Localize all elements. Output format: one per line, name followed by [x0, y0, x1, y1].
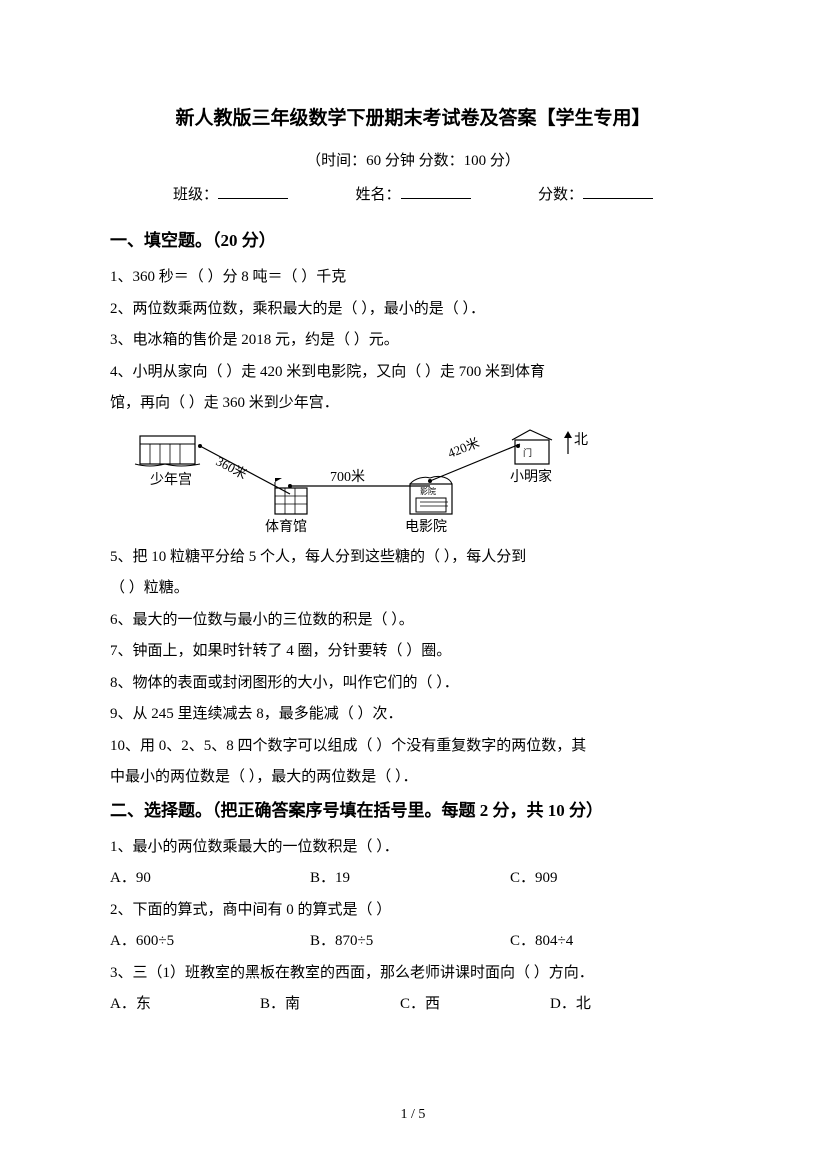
shaoniangong-label: 少年宫: [150, 472, 192, 488]
section1-header: 一、填空题。（20 分）: [110, 224, 716, 258]
score-label: 分数：: [538, 187, 583, 203]
s2-q2-a: A．600÷5: [110, 926, 310, 958]
student-form-line: 班级： 姓名： 分数：: [110, 180, 716, 210]
s2-q3-c: C．西: [400, 989, 550, 1021]
tiyuguan-label: 体育馆: [265, 519, 307, 535]
class-blank[interactable]: [218, 184, 288, 199]
s1-q5a: 5、把 10 粒糖平分给 5 个人，每人分到这些糖的（ ），每人分到: [110, 542, 716, 574]
s2-q3-options: A．东 B．南 C．西 D．北: [110, 989, 716, 1021]
s1-q2: 2、两位数乘两位数，乘积最大的是（ ），最小的是（ ）．: [110, 294, 716, 326]
s2-q2-options: A．600÷5 B．870÷5 C．804÷4: [110, 926, 716, 958]
s1-q4b: 馆，再向（ ）走 360 米到少年宫．: [110, 388, 716, 420]
s1-q10a: 10、用 0、2、5、8 四个数字可以组成（ ）个没有重复数字的两位数，其: [110, 731, 716, 763]
s2-q1-a: A．90: [110, 863, 310, 895]
s1-q4a: 4、小明从家向（ ）走 420 米到电影院，又向（ ）走 700 米到体育: [110, 357, 716, 389]
svg-text:门: 门: [523, 447, 532, 458]
d420-label: 420米: [446, 434, 482, 460]
s2-q3: 3、三（1）班教室的黑板在教室的西面，那么老师讲课时面向（ ）方向．: [110, 958, 716, 990]
score-blank[interactable]: [583, 184, 653, 199]
s1-q8: 8、物体的表面或封闭图形的大小，叫作它们的（ ）．: [110, 668, 716, 700]
s1-q10b: 中最小的两位数是（ ），最大的两位数是（ ）．: [110, 762, 716, 794]
d360-label: 360米: [214, 453, 250, 482]
d700-label: 700米: [330, 469, 365, 485]
s2-q3-a: A．东: [110, 989, 260, 1021]
name-label: 姓名：: [355, 187, 400, 203]
section2-header: 二、选择题。（把正确答案序号填在括号里。每题 2 分，共 10 分）: [110, 794, 716, 828]
s1-q1: 1、360 秒＝（ ）分 8 吨＝（ ）千克: [110, 262, 716, 294]
shaoniangong-icon: [135, 436, 200, 466]
s1-q3: 3、电冰箱的售价是 2018 元，约是（ ）元。: [110, 325, 716, 357]
s2-q3-b: B．南: [260, 989, 400, 1021]
class-label: 班级：: [173, 187, 218, 203]
name-blank[interactable]: [401, 184, 471, 199]
svg-text:影院: 影院: [420, 486, 436, 496]
dianyingyuan-label: 电影院: [405, 519, 447, 535]
tiyuguan-icon: [275, 478, 307, 514]
map-diagram: 少年宫 360米 体育馆 700米 影院 电影院: [130, 426, 590, 536]
xiaominjia-label: 小明家: [510, 468, 552, 485]
page-footer: 1 / 5: [0, 1101, 826, 1129]
exam-subtitle: （时间：60 分钟 分数：100 分）: [110, 146, 716, 176]
s2-q2: 2、下面的算式，商中间有 0 的算式是（ ）: [110, 895, 716, 927]
s2-q1-c: C．909: [510, 863, 558, 895]
page-title: 新人教版三年级数学下册期末考试卷及答案【学生专用】: [110, 100, 716, 138]
s2-q1: 1、最小的两位数乘最大的一位数积是（ ）．: [110, 832, 716, 864]
s2-q1-options: A．90 B．19 C．909: [110, 863, 716, 895]
s1-q6: 6、最大的一位数与最小的三位数的积是（ ）。: [110, 605, 716, 637]
s1-q7: 7、钟面上，如果时针转了 4 圈，分针要转（ ）圈。: [110, 636, 716, 668]
s1-q5b: （ ）粒糖。: [110, 573, 716, 605]
s2-q2-c: C．804÷4: [510, 926, 573, 958]
s2-q3-d: D．北: [550, 989, 591, 1021]
north-label: 北: [574, 432, 588, 448]
s2-q2-b: B．870÷5: [310, 926, 510, 958]
s2-q1-b: B．19: [310, 863, 510, 895]
s1-q9: 9、从 245 里连续减去 8，最多能减（ ）次．: [110, 699, 716, 731]
north-icon: [564, 431, 572, 454]
